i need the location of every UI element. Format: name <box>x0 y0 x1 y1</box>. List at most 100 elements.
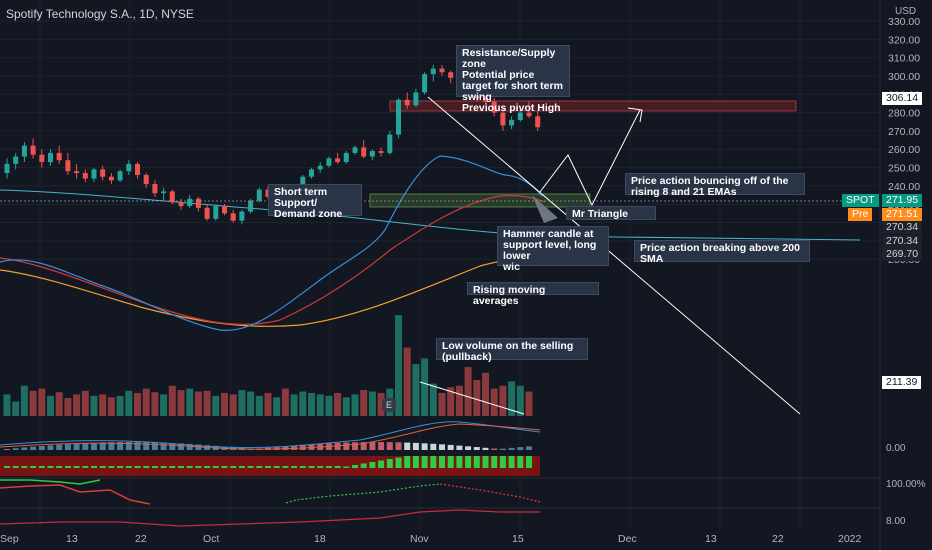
volume-bar <box>247 391 255 416</box>
candle-body <box>413 92 419 106</box>
momentum-bar <box>343 466 350 468</box>
badge-270b: 270.34 <box>882 235 923 248</box>
momentum-bar <box>317 466 324 468</box>
momentum-bar <box>508 456 515 468</box>
candle-body <box>317 165 323 170</box>
volume-bar <box>473 380 481 416</box>
momentum-bar <box>378 460 385 468</box>
volume-bar <box>229 394 237 416</box>
macd-hist-bar <box>12 448 19 450</box>
volume-bar <box>168 385 176 416</box>
macd-hist-bar <box>526 446 532 450</box>
volume-bar <box>20 385 28 416</box>
candle-body <box>4 163 10 174</box>
momentum-bar <box>482 456 489 468</box>
momentum-bar <box>56 466 63 468</box>
momentum-bar <box>99 466 106 468</box>
macd-hist-bar <box>430 443 437 450</box>
grid <box>0 0 880 530</box>
momentum-bar <box>125 466 132 468</box>
macd-hist-bar <box>38 445 45 450</box>
volume-bar <box>281 388 289 416</box>
volume-bar <box>177 390 185 416</box>
candle-body <box>535 116 541 128</box>
macd-hist-bar <box>447 444 454 450</box>
annotation-rising: Rising moving averages <box>467 282 599 307</box>
volume-bar <box>325 395 333 416</box>
badge-last: 271.95 <box>882 194 923 207</box>
annotation-sma: Price action breaking above 200 SMA <box>634 240 810 265</box>
volume-bar <box>464 367 472 416</box>
momentum-bar <box>117 466 124 468</box>
volume-bar <box>186 388 194 416</box>
badge-269: 269.70 <box>882 248 923 261</box>
candle-body <box>448 72 454 78</box>
currency-label: USD <box>895 6 917 17</box>
candle-body <box>248 200 254 212</box>
volume-bar <box>516 385 524 416</box>
volume-bar <box>360 390 368 416</box>
x-tick-label: 13 <box>705 533 717 545</box>
momentum-bar <box>369 462 376 468</box>
projection-path <box>539 109 641 207</box>
y-tick-label: 330.00 <box>888 16 920 28</box>
momentum-bar <box>221 466 228 468</box>
candle-body <box>378 151 384 153</box>
candle-body <box>65 160 71 172</box>
macd-hist-bar <box>360 442 367 450</box>
momentum-bar <box>291 466 298 468</box>
y-tick-label: 240.00 <box>888 181 920 193</box>
macd-hist-bar <box>352 442 358 450</box>
candle-body <box>491 101 497 113</box>
momentum-bar <box>108 466 115 468</box>
annotation-support: Short term Support/ Demand zone <box>268 184 362 220</box>
candle-body <box>396 99 401 135</box>
volume-bar <box>273 397 281 416</box>
momentum-bar <box>204 466 211 468</box>
pct-line-green <box>0 479 101 485</box>
volume-bar <box>412 364 420 416</box>
macd-hist-bar <box>4 449 10 450</box>
momentum-bar <box>273 466 280 468</box>
sma-50-line <box>0 253 541 327</box>
momentum-bar <box>491 456 498 468</box>
candle-body <box>439 68 445 73</box>
volume-bar <box>212 395 220 416</box>
indicator-macd-zero: 0.00 <box>886 443 906 454</box>
x-tick-label: 22 <box>135 533 147 545</box>
macd-hist-bar <box>491 448 498 450</box>
candle-body <box>39 154 45 163</box>
candle-body <box>100 169 106 177</box>
earnings-marker[interactable]: E <box>382 398 396 412</box>
candle-body <box>178 202 184 207</box>
momentum-bar <box>230 466 237 468</box>
indicator-pct: 100.00% <box>886 479 926 490</box>
volume-bar <box>403 347 411 416</box>
momentum-bar <box>265 466 271 468</box>
y-tick-label: 280.00 <box>888 108 920 120</box>
x-tick-label: 13 <box>66 533 78 545</box>
volume-bar <box>107 397 115 416</box>
momentum-bar <box>465 456 472 468</box>
momentum-bar <box>360 463 367 468</box>
macd-hist-bar <box>334 442 341 450</box>
candle-body <box>152 184 158 194</box>
volume-bar <box>525 391 533 416</box>
badge-211: 211.39 <box>882 376 922 389</box>
macd-hist-bar <box>151 442 158 450</box>
macd-hist-bar <box>499 448 506 450</box>
candle-body <box>239 211 245 221</box>
macd-hist-bar <box>56 444 63 450</box>
y-tick-label: 270.00 <box>888 126 920 138</box>
macd-hist-bar <box>82 443 89 450</box>
candle-body <box>222 206 227 214</box>
candle-body <box>117 171 123 181</box>
candle-body <box>91 169 97 179</box>
candle-body <box>82 173 88 179</box>
volume-bar <box>125 390 133 416</box>
macd-hist-bar <box>439 444 445 450</box>
macd-hist-bar <box>125 442 132 450</box>
macd-hist-bar <box>169 442 176 450</box>
x-tick-label: 18 <box>314 533 326 545</box>
